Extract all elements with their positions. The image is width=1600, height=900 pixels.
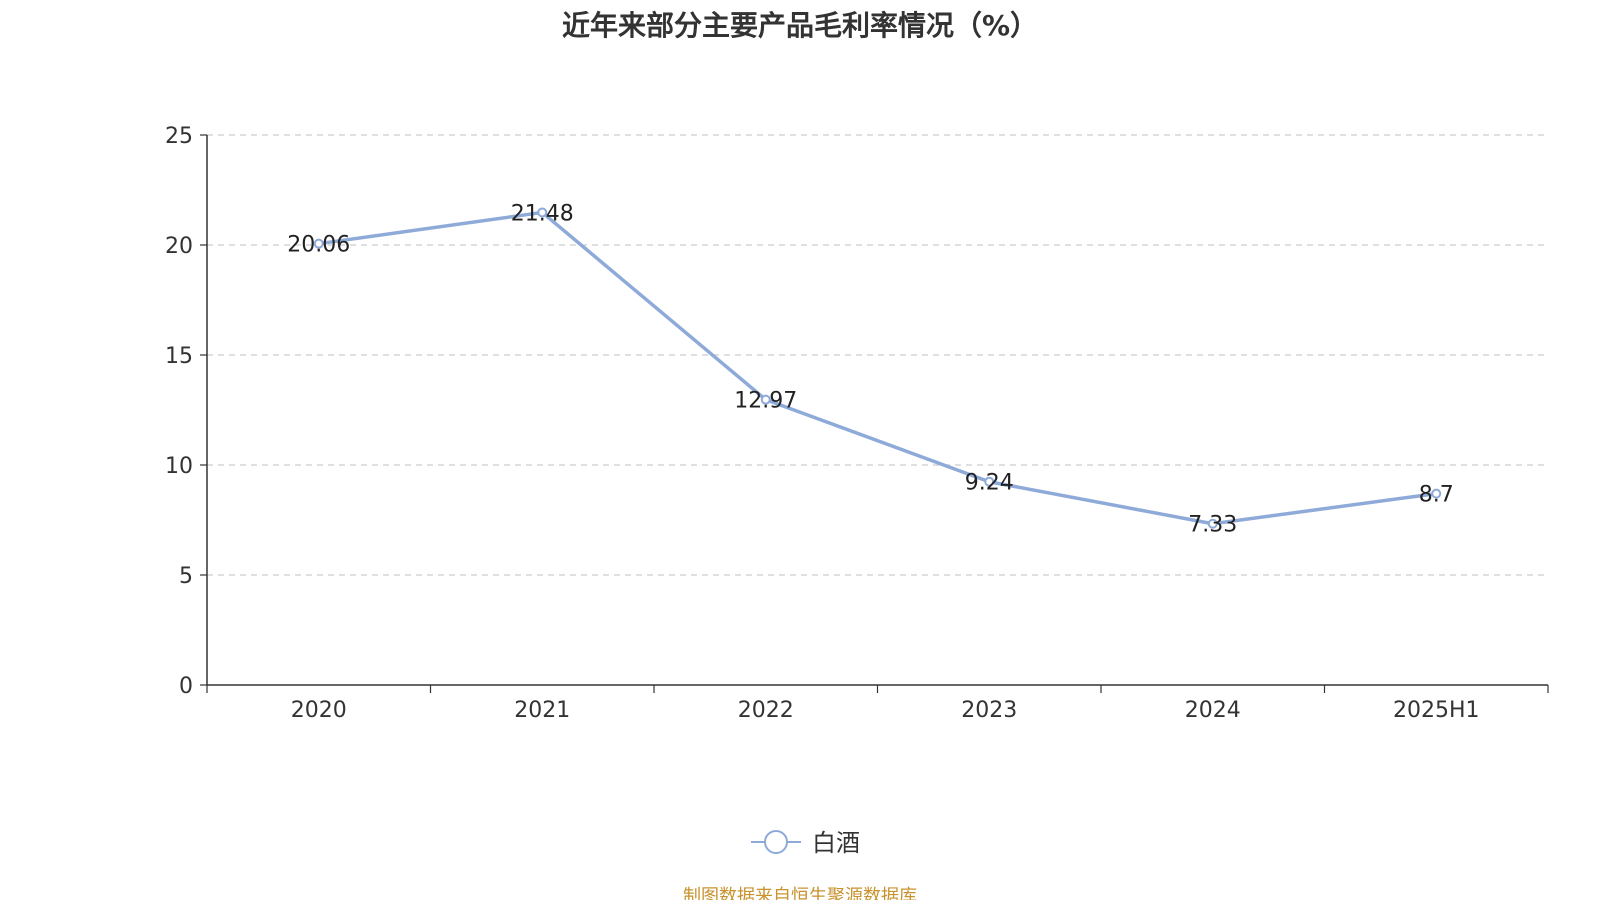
- data-point: [984, 476, 995, 487]
- data-point: [760, 394, 771, 405]
- y-tick-label: 15: [165, 344, 193, 369]
- y-tick-label: 5: [179, 564, 193, 589]
- data-point: [1431, 488, 1442, 499]
- y-tick-label: 20: [165, 234, 193, 259]
- x-tick-label: 2024: [1185, 698, 1241, 723]
- data-label: 7.33: [1188, 513, 1237, 538]
- data-point: [313, 238, 324, 249]
- data-label: 20.06: [287, 233, 350, 258]
- y-tick-label: 25: [165, 124, 193, 149]
- x-tick-label: 2022: [738, 698, 794, 723]
- source-note: 制图数据来自恒生聚源数据库: [683, 886, 917, 900]
- data-label: 12.97: [734, 389, 797, 414]
- data-point: [1207, 518, 1218, 529]
- x-tick-label: 2020: [291, 698, 347, 723]
- data-label: 21.48: [511, 201, 574, 226]
- data-label: 9.24: [965, 471, 1014, 496]
- x-tick-label: 2023: [961, 698, 1017, 723]
- x-tick-label: 2021: [514, 698, 570, 723]
- x-tick-label: 2025H1: [1393, 698, 1480, 723]
- chart-title: 近年来部分主要产品毛利率情况（%）: [561, 9, 1039, 42]
- legend-marker-icon: [764, 830, 788, 854]
- data-label: 8.7: [1419, 483, 1454, 508]
- y-tick-label: 10: [165, 454, 193, 479]
- legend-label: 白酒: [812, 829, 860, 857]
- series-line: [318, 210, 1437, 526]
- data-point: [537, 207, 548, 218]
- y-tick-label: 0: [179, 674, 193, 699]
